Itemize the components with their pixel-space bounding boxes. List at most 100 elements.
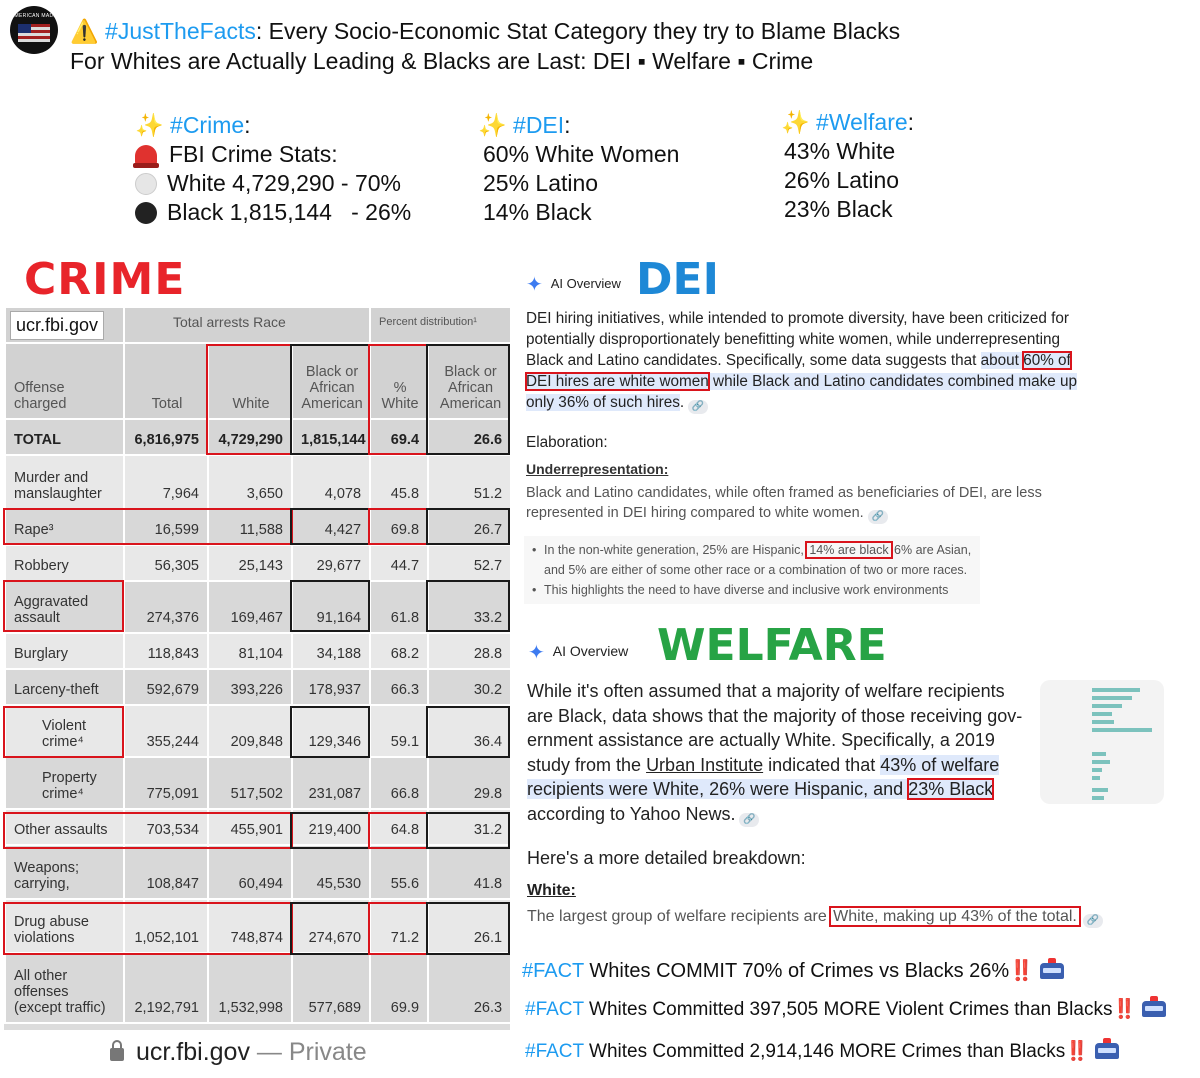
source-url: ucr.fbi.gov (10, 310, 105, 340)
value-cell: 219,400 (290, 808, 372, 846)
value-cell: 209,848 (207, 704, 293, 758)
col-pct-white: % White (369, 342, 430, 420)
offense-cell: Burglary (4, 632, 125, 670)
link-icon[interactable]: 🔗 (688, 400, 709, 414)
hashtag-welfare[interactable]: #Welfare (816, 109, 908, 135)
urban-institute-link[interactable]: Urban Institute (646, 754, 764, 775)
value-cell: 517,502 (207, 756, 293, 810)
value-cell: 68.2 (369, 632, 430, 670)
arrests-table-screenshot: ucr.fbi.gov Total arrests Race Percent d… (4, 306, 513, 1030)
offense-cell: Murder and manslaughter (4, 454, 125, 510)
value-cell: 26.1 (427, 898, 513, 954)
col-black: Black or African American (290, 342, 372, 420)
value-cell: 61.8 (369, 580, 430, 634)
hashtag-crime[interactable]: #Crime (170, 112, 245, 138)
link-icon[interactable]: 🔗 (739, 812, 760, 827)
hashtag-dei[interactable]: #DEI (513, 112, 565, 138)
value-cell: 51.2 (427, 454, 513, 510)
value-cell: 274,376 (123, 580, 209, 634)
offense-cell: Weapons; carrying, (4, 844, 125, 900)
dei-label: DEI (636, 254, 719, 305)
offense-cell: Drug abuse violations (4, 898, 125, 954)
dei-14-highlight: 14% are black (805, 541, 893, 559)
avatar-text: AMERICAN MADE (10, 13, 58, 19)
value-cell: 45.8 (369, 454, 430, 510)
dei-stats: ✨ #DEI: 60% White Women 25% Latino 14% B… (478, 112, 680, 225)
post-headline-line2: For Whites are Actually Leading & Blacks… (70, 48, 814, 74)
offense-cell: Other assaults (4, 808, 125, 846)
offense-cell: All other offenses (except traffic) (4, 952, 125, 1024)
col-white: White (207, 342, 293, 420)
value-cell: 30.2 (427, 668, 513, 706)
browser-address-bar[interactable]: ucr.fbi.gov — Private (110, 1038, 367, 1067)
value-cell: 60,494 (207, 844, 293, 900)
value-cell: 4,078 (290, 454, 372, 510)
value-cell: 29,677 (290, 544, 372, 582)
value-cell: 55.6 (369, 844, 430, 900)
offense-cell: Property crime⁴ (4, 756, 125, 810)
value-cell: 56,305 (123, 544, 209, 582)
dei-bullets: In the non-white generation, 25% are His… (524, 536, 980, 604)
table-row: Aggravated assault 274,376 169,467 91,164 61… (4, 580, 513, 634)
value-cell: 169,467 (207, 580, 293, 634)
table-row: Drug abuse violations 1,052,101 748,874 274… (4, 898, 513, 954)
welfare-overview-paragraph: While it's often assumed that a majority… (527, 681, 1023, 827)
welfare-chart-thumbnail[interactable] (1040, 680, 1164, 804)
fact-line-3: #FACT Whites Committed 2,914,146 MORE Cr… (525, 1038, 1119, 1065)
hashtag-fact[interactable]: #FACT (525, 1041, 584, 1062)
welfare-43-highlight: White, making up 43% of the total. (829, 906, 1081, 927)
value-cell: 69.4 (369, 418, 430, 456)
sparkle-icon: ✨ (781, 109, 810, 135)
value-cell: 393,226 (207, 668, 293, 706)
police-car-icon (1094, 1038, 1119, 1059)
table-row: Weapons; carrying, 108,847 60,494 45,530 55.… (4, 844, 513, 900)
value-cell: 45,530 (290, 844, 372, 900)
hashtag-fact[interactable]: #FACT (525, 999, 584, 1020)
group-header: Total arrests Race (122, 306, 372, 344)
value-cell: 2,192,791 (123, 952, 209, 1024)
breakdown-heading: Here's a more detailed breakdown: (527, 848, 806, 868)
table-row: Rape³ 16,599 11,588 4,427 69.8 26.7 (4, 508, 513, 546)
offense-cell: Rape³ (4, 508, 125, 546)
value-cell: 118,843 (123, 632, 209, 670)
value-cell: 455,901 (207, 808, 293, 846)
table-row: Other assaults 703,534 455,901 219,400 64.8 3… (4, 808, 513, 846)
value-cell: 26.6 (427, 418, 513, 456)
table-row: Property crime⁴ 775,091 517,502 231,087 66.8… (4, 756, 513, 810)
value-cell: 355,244 (123, 704, 209, 758)
value-cell: 81,104 (207, 632, 293, 670)
value-cell: 26.3 (427, 952, 513, 1024)
underrepresentation-heading: Underrepresentation: (526, 461, 669, 477)
link-icon[interactable]: 🔗 (867, 510, 888, 524)
value-cell: 34,188 (290, 632, 372, 670)
offense-cell: Larceny-theft (4, 668, 125, 706)
hashtag-fact[interactable]: #FACT (522, 960, 584, 982)
value-cell: 66.8 (369, 756, 430, 810)
value-cell: 231,087 (290, 756, 372, 810)
black-circle-icon (135, 202, 157, 224)
value-cell: 3,650 (207, 454, 293, 510)
value-cell: 6,816,975 (123, 418, 209, 456)
value-cell: 59.1 (369, 704, 430, 758)
table-row: Robbery 56,305 25,143 29,677 44.7 52.7 (4, 544, 513, 582)
hashtag-link[interactable]: #JustTheFacts (105, 18, 256, 44)
value-cell: 108,847 (123, 844, 209, 900)
value-cell: 748,874 (207, 898, 293, 954)
underrepresentation-text: Black and Latino candidates, while often… (526, 485, 1042, 524)
avatar[interactable]: AMERICAN MADE (10, 6, 58, 54)
value-cell: 28.8 (427, 632, 513, 670)
welfare-label: WELFARE (657, 620, 887, 671)
value-cell: 71.2 (369, 898, 430, 954)
elaboration-heading: Elaboration: (526, 434, 608, 451)
white-heading: White: (527, 882, 576, 899)
post-headline-line1: ⚠️ #JustTheFacts: Every Socio-Economic S… (70, 18, 901, 44)
link-icon[interactable]: 🔗 (1082, 914, 1103, 928)
welfare-ai-overview-header: ✦ AI Overview (528, 642, 629, 664)
value-cell: 178,937 (290, 668, 372, 706)
siren-icon (133, 145, 159, 168)
ai-sparkle-icon: ✦ (526, 274, 543, 296)
value-cell: 592,679 (123, 668, 209, 706)
value-cell: 33.2 (427, 580, 513, 634)
value-cell: 52.7 (427, 544, 513, 582)
crime-label: CRIME (24, 254, 186, 305)
